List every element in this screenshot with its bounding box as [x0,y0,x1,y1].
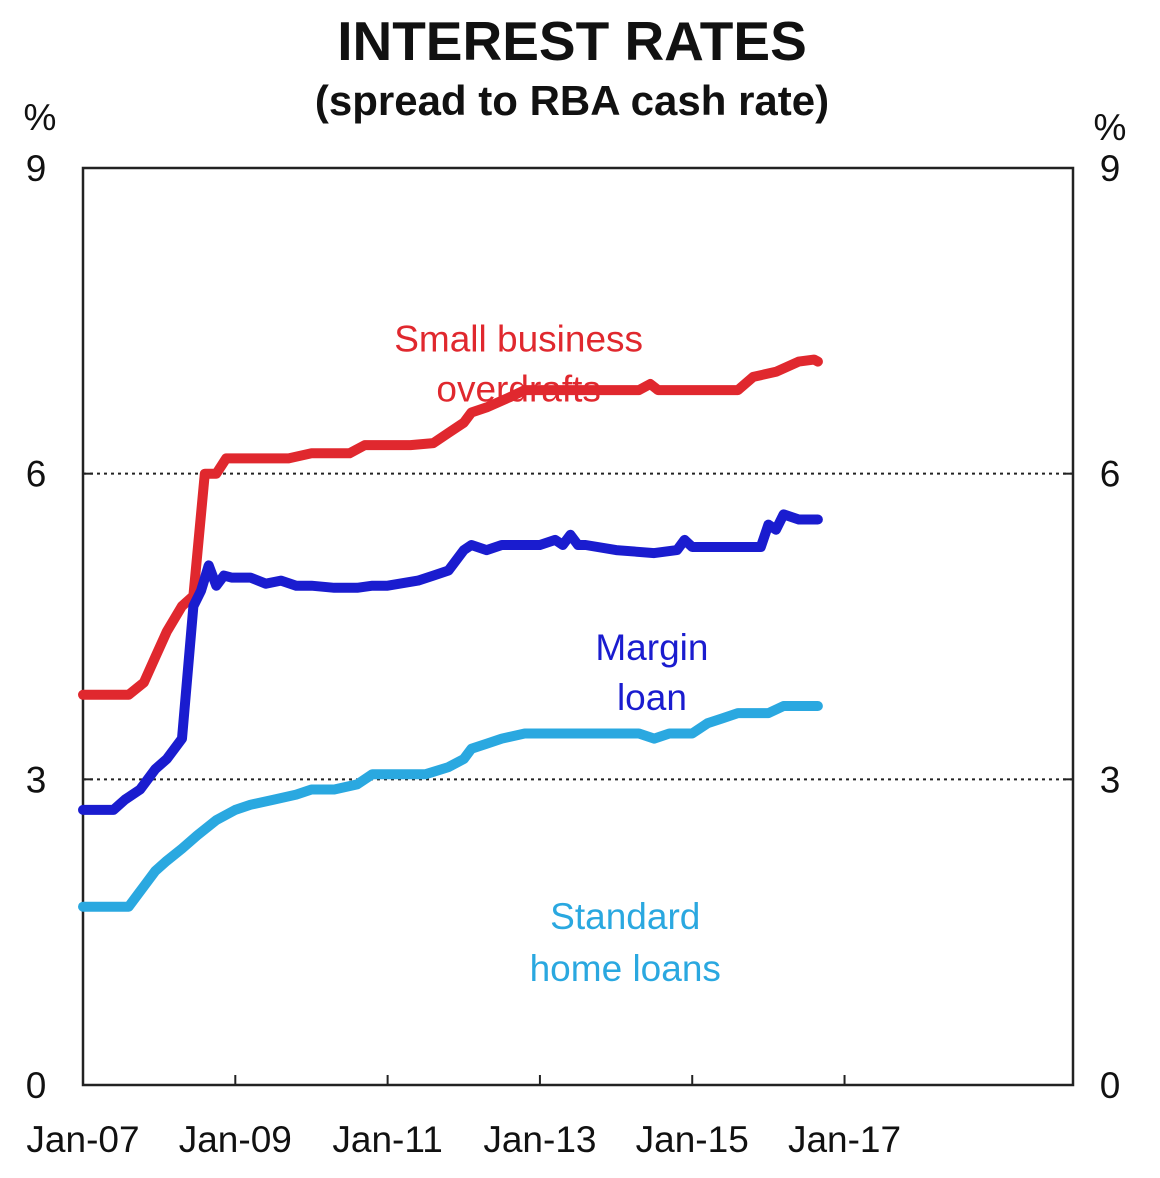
x-tick-label: Jan-07 [26,1119,139,1160]
plot-frame [81,166,1075,1087]
y-axis-unit-left: % [24,97,57,138]
series-label-standard-home-loans: home loans [530,948,721,989]
y-tick-label-left: 9 [26,148,47,189]
y-tick-label-left: 6 [26,454,47,495]
y-axis-unit-right: % [1094,107,1127,148]
series-label-margin-loan: Margin [595,627,708,668]
y-tick-label-left: 3 [26,759,47,800]
series-label-small-business-overdrafts: Small business [394,318,643,359]
series-label-standard-home-loans: Standard [550,896,700,937]
x-tick-label: Jan-17 [788,1119,901,1160]
x-tick-label: Jan-09 [179,1119,292,1160]
series-line-standard-home-loans [78,701,823,912]
series-line-margin-loan [78,509,823,815]
y-tick-label-right: 6 [1100,454,1121,495]
chart-subtitle: (spread to RBA cash rate) [315,77,829,124]
y-tick-label-right: 3 [1100,759,1121,800]
x-tick-label: Jan-13 [483,1119,596,1160]
series-label-small-business-overdrafts: overdrafts [436,368,601,409]
axes: 0 0 3 3 6 6 9 9 Jan-07 Jan-09 Jan-11 Jan-13 Jan-15 Ja… [26,148,1121,1160]
series-lines [78,354,823,912]
y-tick-label-left: 0 [26,1065,47,1106]
chart-title: INTEREST RATES [337,10,807,72]
y-tick-label-right: 9 [1100,148,1121,189]
x-tick-label: Jan-11 [332,1119,442,1160]
series-line-small-business-overdrafts [78,354,823,700]
x-tick-label: Jan-15 [636,1119,749,1160]
series-label-margin-loan: loan [617,677,687,718]
y-tick-label-right: 0 [1100,1065,1121,1106]
series-labels: Small business overdrafts Margin loan Standa… [394,318,721,989]
